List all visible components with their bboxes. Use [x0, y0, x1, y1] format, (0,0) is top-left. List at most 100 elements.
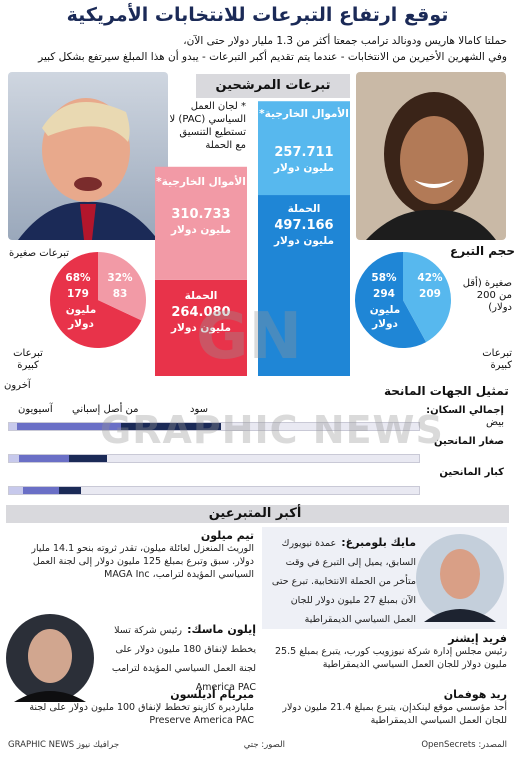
label-other: آخرون	[4, 380, 31, 391]
bloomberg-text: مايك بلومبرغ: عمدة نيويورك السابق، يميل …	[266, 531, 416, 626]
mellon-bio: الوريث المنعزل لعائلة ميلون، تقدر ثروته …	[31, 543, 254, 580]
hoffman-name: ريد هوفمان	[443, 688, 507, 701]
demo-seg-large-hispanic	[41, 487, 59, 494]
trump-photo	[8, 72, 168, 240]
demo-seg-small-black	[69, 455, 107, 462]
demo-seg-asian-hispanic	[17, 423, 45, 430]
trump-campaign-value: 264.080	[171, 305, 231, 320]
musk-bio: رئيس شركة تسلا يخطط لإنفاق 180 مليون دول…	[111, 625, 256, 693]
trump-campaign-unit: مليون دولار	[170, 322, 232, 334]
musk-text: إيلون ماسك: رئيس شركة تسلا يخطط لإنفاق 1…	[96, 618, 256, 694]
harris-large-unit: مليون	[369, 304, 401, 316]
top-donors-header: أكبر المتبرعين	[208, 506, 302, 521]
trump-campaign-bar	[155, 279, 247, 376]
harris-large-unit2: دولار	[372, 318, 398, 330]
page-title: توقع ارتفاع التبرعات للانتخابات الأمريكي…	[66, 4, 449, 26]
large-donations-left: تبرعات كبيرة	[13, 348, 43, 371]
eisner-name: فريد إيشنر	[448, 632, 507, 645]
harris-outside-value: 257.711	[274, 145, 334, 160]
harris-photo	[356, 72, 506, 240]
hoffman-text: ريد هوفمان أحد مؤسسي موقع لينكدإن، يتبرع…	[262, 688, 507, 727]
trump-campaign-label: الحملة	[184, 290, 218, 302]
demo-seg-small-asian	[19, 455, 41, 462]
demo-seg-other	[9, 423, 17, 430]
harris-portrait-icon	[366, 92, 496, 240]
trump-large-slice	[50, 252, 142, 348]
harris-campaign-bar	[258, 195, 350, 376]
demo-seg-large-black	[59, 487, 81, 494]
demo-seg-black	[121, 423, 221, 430]
demo-seg-small-other	[9, 455, 19, 462]
bloomberg-bio: عمدة نيويورك السابق، يميل إلى التبرع في …	[271, 538, 416, 625]
harris-campaign-unit: مليون دولار	[273, 235, 335, 247]
demo-seg-hispanic	[45, 423, 121, 430]
demo-seg-large-asian	[23, 487, 41, 494]
large-donations-right: تبرعات كبيرة	[482, 348, 512, 371]
label-black: سود	[190, 404, 208, 415]
candidates-header: تبرعات المرشحين	[196, 74, 350, 98]
candidate-bars-chart	[155, 101, 350, 376]
trump-outside-bar	[155, 166, 247, 280]
trump-large-unit2: دولار	[68, 318, 94, 330]
mellon-name: تيم ميلون	[200, 529, 254, 542]
musk-photo	[6, 614, 94, 702]
label-hispanic: من أصل إسباني	[72, 404, 139, 415]
harris-campaign-label: الحملة	[287, 203, 321, 215]
harris-small-slice	[403, 252, 451, 343]
demo-row-small: صغار المانحين	[434, 436, 504, 447]
small-donations-right: صغيرة (أقل من 200 دولار)	[462, 278, 512, 313]
trump-outside-value: 310.733	[171, 207, 231, 222]
footer-source: المصدر: OpenSecrets	[421, 740, 507, 750]
harris-outside-label: الأموال الخارجية*	[259, 108, 349, 120]
label-white: بيض	[485, 417, 504, 428]
harris-small-pct: 42%	[417, 272, 443, 284]
demo-row-total: إجمالي السكان: بيض	[414, 405, 504, 429]
footer-brand: GRAPHIC NEWS جرافيك نيوز	[8, 740, 120, 750]
harris-outside-unit: مليون دولار	[273, 162, 335, 174]
top-donors-band	[6, 505, 509, 523]
harris-large-val: 294	[373, 288, 395, 300]
harris-outside-bar	[258, 101, 350, 196]
footer-photos: الصور: جتي	[243, 740, 285, 750]
trump-outside-unit: مليون دولار	[170, 224, 232, 236]
pac-note: * لجان العمل السياسي (PAC) لا تستطيع الت…	[169, 101, 246, 151]
harris-small-val: 209	[419, 288, 441, 300]
harris-campaign-value: 497.166	[274, 218, 334, 233]
demo-seg-large-other	[9, 487, 23, 494]
harris-large-pct: 58%	[371, 272, 397, 284]
demo-seg-small-hispanic	[41, 455, 69, 462]
demo-bar-small	[8, 454, 420, 463]
demo-row-total-label: إجمالي السكان:	[426, 405, 504, 416]
harris-large-slice	[355, 252, 427, 348]
subtitle-line-1: حملتا كامالا هاريس ودونالد ترامب جمعتا أ…	[183, 35, 507, 47]
trump-large-val: 179	[67, 288, 89, 300]
hoffman-bio: أحد مؤسسي موقع لينكدإن، يتبرع بمبلغ 21.4…	[282, 702, 507, 726]
demo-row-large: كبار المانحين	[439, 467, 504, 478]
adelson-name: ميريام أديلسون	[170, 688, 254, 701]
trump-small-val: 83	[112, 288, 128, 300]
trump-portrait-icon	[18, 98, 158, 240]
trump-outside-label: الأموال الخارجية*	[156, 176, 246, 188]
trump-large-pct: 68%	[65, 272, 91, 284]
mellon-text: تيم ميلون الوريث المنعزل لعائلة ميلون، ت…	[8, 529, 254, 581]
demo-bar-total	[8, 422, 420, 431]
trump-pie-chart	[50, 252, 146, 348]
donation-size-label: حجم التبرع	[450, 244, 515, 258]
trump-small-pct: 32%	[107, 272, 133, 284]
bloomberg-photo	[416, 534, 504, 622]
demo-bar-large	[8, 486, 420, 495]
eisner-text: فريد إيشنر رئيس مجلس إدارة شركة نيوزويب …	[262, 632, 507, 671]
label-asian: آسيويون	[18, 404, 53, 415]
harris-pie-chart	[355, 252, 451, 348]
bloomberg-name: مايك بلومبرغ:	[341, 536, 416, 549]
adelson-bio: مليارديرة كازينو تخطط لإنفاق 100 مليون د…	[29, 702, 254, 726]
adelson-text: ميريام أديلسون مليارديرة كازينو تخطط لإن…	[8, 688, 254, 727]
eisner-bio: رئيس مجلس إدارة شركة نيوزويب كورب، يتبرع…	[275, 646, 507, 670]
subtitle-line-2: وفي الشهرين الأخيرين من الانتخابات - عند…	[38, 51, 507, 63]
trump-large-unit: مليون	[65, 304, 97, 316]
trump-small-slice	[98, 252, 146, 321]
demographic-header: تمثيل الجهات المانحة	[384, 384, 509, 398]
small-donations-left: تبرعات صغيرة	[8, 248, 69, 259]
musk-name: إيلون ماسك:	[187, 623, 256, 636]
